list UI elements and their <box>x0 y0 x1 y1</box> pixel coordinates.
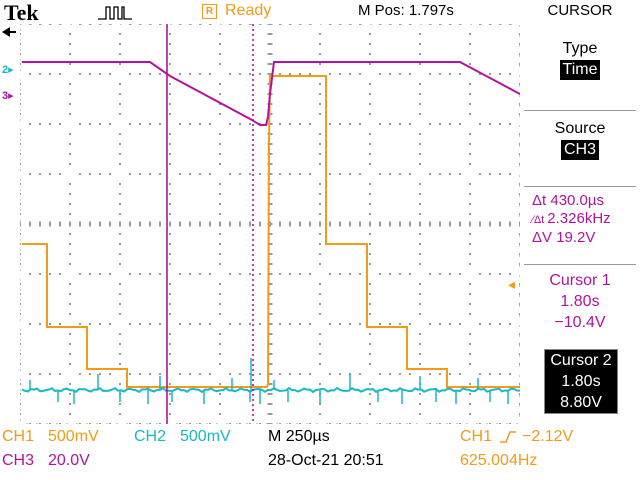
ch2-scale: 500mV <box>180 428 231 445</box>
timebase: M 250µs <box>268 428 330 445</box>
cursor-2-readout[interactable]: Cursor 2 1.80s 8.80V <box>544 349 618 414</box>
ch3-ground-marker[interactable]: 3▸ <box>2 90 14 102</box>
trigger-source: CH1 <box>460 428 493 445</box>
ch3-label[interactable]: CH3 <box>2 452 35 469</box>
source-value: CH3 <box>560 140 599 160</box>
delta-voltage: ΔV 19.2V <box>532 229 596 246</box>
delta-time: Δt 430.0µs <box>532 192 605 209</box>
brand-logo: Tek <box>4 0 39 25</box>
horizontal-position: M Pos: 1.797s <box>358 2 454 19</box>
ch2-waveform <box>21 386 520 394</box>
graticule <box>20 24 520 424</box>
trigger-level-marker[interactable]: ◂ <box>508 276 516 292</box>
ch3-scale: 20.0V <box>48 452 90 469</box>
trigger-level: −2.12V <box>522 428 574 445</box>
menu-title: CURSOR <box>547 2 613 19</box>
rising-edge-icon <box>500 431 516 443</box>
top-status-bar: Tek R Ready M Pos: 1.797s CURSOR <box>0 0 640 25</box>
ch1-scale: 500mV <box>48 428 99 445</box>
bottom-readout-bar: CH1 500mV CH2 500mV CH3 20.0V M 250µs 28… <box>0 424 640 480</box>
menu-source[interactable]: Source CH3 <box>554 120 606 160</box>
trigger-status-text: Ready <box>225 2 272 19</box>
cursor-menu: Type Time Source CH3 Δt 430.0µs ∕Δt 2.32… <box>520 24 640 424</box>
ch2-ground-marker[interactable]: 2▸ <box>2 64 14 76</box>
ch1-waveform <box>22 75 520 388</box>
ch1-label[interactable]: CH1 <box>2 428 35 445</box>
cursor-1-readout[interactable]: Cursor 1 1.80s −10.4V <box>549 272 611 331</box>
inverse-delta-time: ∕Δt 2.326kHz <box>532 210 611 227</box>
ready-status-icon: R <box>202 3 217 19</box>
waveform-display[interactable] <box>20 24 520 424</box>
ch2-label[interactable]: CH2 <box>134 428 167 445</box>
menu-type[interactable]: Type Time <box>522 40 638 80</box>
date-time: 28-Oct-21 20:51 <box>268 452 384 469</box>
trigger-status: R Ready <box>202 1 271 21</box>
trigger-frequency: 625.004Hz <box>460 452 538 469</box>
cursor-readout: Δt 430.0µs ∕Δt 2.326kHz ΔV 19.2V <box>522 192 640 247</box>
trigger-position-icon <box>2 27 16 37</box>
ch3-waveform <box>22 61 520 126</box>
trigger-pulse-icon <box>98 6 132 20</box>
type-value: Time <box>559 60 601 80</box>
